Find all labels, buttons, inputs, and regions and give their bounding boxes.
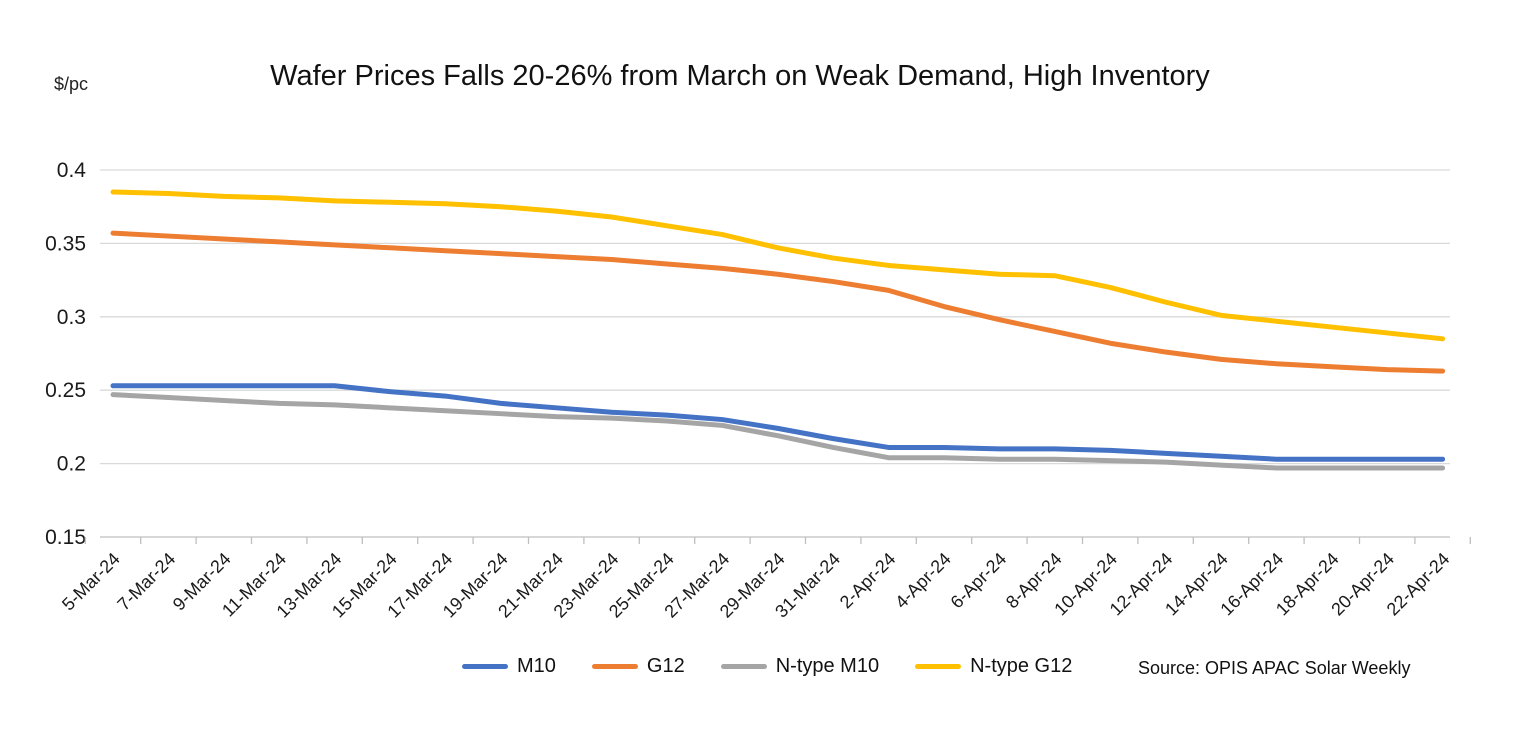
legend-label: G12 [646,655,685,677]
y-axis-unit-label: $/pc [54,74,89,94]
x-axis-tick-label: 4-Apr-24 [891,549,955,613]
series-line-g12 [110,230,1446,374]
legend-item-m10: M10 [462,655,556,678]
y-axis-tick-label: 0.15 [45,526,86,549]
x-axis-tick-label: 7-Mar-24 [113,549,179,615]
series-line-n-type-m10 [110,392,1446,471]
y-axis-tick-label: 0.3 [57,306,86,329]
legend-item-n-type-m10: N-type M10 [720,655,880,678]
legend-item-g12: G12 [591,655,685,678]
y-axis-tick-label: 0.35 [45,232,86,255]
x-axis-tick-label: 5-Mar-24 [58,549,124,615]
series-line-m10 [110,383,1446,462]
x-axis-tick-label: 6-Apr-24 [947,549,1011,613]
series-line-n-type-g12 [110,189,1446,342]
legend-swatch-icon [462,664,508,669]
legend-label: N-type M10 [775,655,880,677]
legend-label: N-type G12 [970,655,1073,677]
y-axis-tick-label: 0.4 [57,159,87,182]
legend-swatch-icon [720,664,767,669]
line-chart-plot: 0.40.350.30.250.20.155-Mar-247-Mar-249-M… [45,159,1471,622]
legend-swatch-icon [915,664,962,669]
y-axis-tick-label: 0.2 [57,453,86,476]
legend-swatch-icon [591,664,638,669]
source-label: Source: OPIS APAC Solar Weekly [1138,658,1411,678]
legend-label: M10 [517,655,556,677]
x-axis-tick-label: 2-Apr-24 [836,549,900,613]
y-axis-tick-label: 0.25 [45,379,86,402]
chart-title: Wafer Prices Falls 20-26% from March on … [270,60,1210,92]
chart-legend: M10 G12 N-type M10 N-type G12 [462,655,1072,678]
legend-item-n-type-g12: N-type G12 [915,655,1072,678]
